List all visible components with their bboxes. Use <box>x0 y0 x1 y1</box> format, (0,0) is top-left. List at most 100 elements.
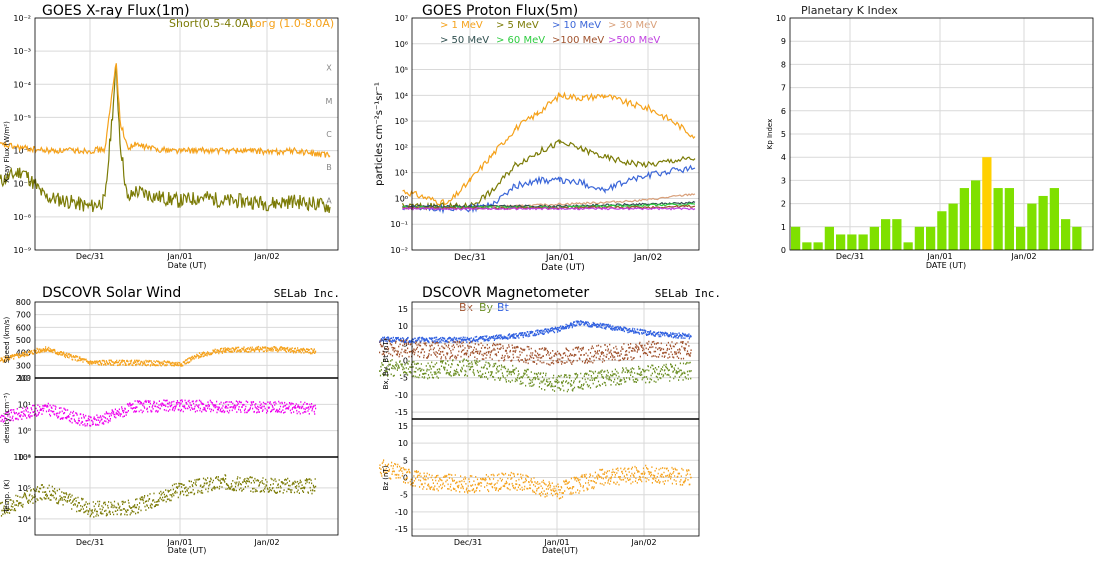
speed-points <box>0 345 317 367</box>
kp-bar <box>869 226 879 250</box>
xray-xticks: Dec/31 Jan/01 Jan/02 Date (UT) <box>76 252 280 270</box>
kp-bar <box>892 219 902 250</box>
density-ytick-label: 10¹ <box>18 400 31 409</box>
xray-panel: GOES X-ray Flux(1m) Short(0.5-4.0A) Long… <box>0 3 339 270</box>
temp-ytick-label: 10⁶ <box>18 453 31 462</box>
proton-title: GOES Proton Flux(5m) <box>422 3 578 19</box>
solarwind-series <box>0 345 317 518</box>
xray-ytick-label: 10⁻³ <box>13 47 31 56</box>
mag-points-bz <box>379 459 692 500</box>
proton-xtick-jan02: Jan/02 <box>633 253 662 263</box>
proton-panel: GOES Proton Flux(5m) > 1 MeV > 5 MeV > 10 … <box>374 3 700 273</box>
kp-plot-frame <box>789 17 1094 251</box>
density-points <box>0 399 317 427</box>
speed-ytick-label: 600 <box>16 323 31 332</box>
xray-title: GOES X-ray Flux(1m) <box>42 3 190 19</box>
proton-ytick-label: 10⁴ <box>395 91 408 100</box>
mag-ytick-label: 5 <box>403 456 408 465</box>
density-ytick-label: 10² <box>18 374 31 383</box>
proton-xtick-jan01: Jan/01 <box>545 253 574 263</box>
mag-ytick-label: -5 <box>400 374 408 383</box>
kp-bar <box>937 211 947 250</box>
xray-class-label: X <box>326 64 332 73</box>
speed-ytick-label: 500 <box>16 336 31 345</box>
proton-ytick-label: 10⁻² <box>390 246 408 255</box>
proton-legend-entry: > 50 MeV <box>440 35 489 46</box>
mag-ytick-label: -15 <box>395 525 408 534</box>
kp-bar <box>836 234 846 250</box>
mag-panel: DSCOVR Magnetometer SELab Inc. Bx By Bt … <box>379 285 721 555</box>
kp-bar <box>824 226 834 250</box>
mag-ytick-label: 5 <box>403 339 408 348</box>
kp-bar <box>802 242 812 250</box>
xray-xtick-jan02: Jan/02 <box>253 252 279 261</box>
xray-legend-long: Long (1.0-8.0A) <box>249 17 334 30</box>
solarwind-credit: SELab Inc. <box>274 287 340 300</box>
mag-ytick-label: -15 <box>395 408 408 417</box>
proton-plot-frame <box>411 17 700 251</box>
mag-ytick-label: 15 <box>398 422 408 431</box>
mag-points-by <box>379 358 692 393</box>
xray-class-label: B <box>326 163 332 172</box>
solarwind-xtick-dec31: Dec/31 <box>76 538 104 547</box>
kp-bar <box>1061 219 1071 250</box>
kp-ytick-label: 3 <box>781 176 786 185</box>
mag-series <box>379 320 692 500</box>
mag-legend-bt: Bt <box>497 301 510 314</box>
proton-xlabel: Date (UT) <box>541 263 584 273</box>
kp-bar <box>948 203 958 250</box>
proton-legend-entry: > 60 MeV <box>496 35 545 46</box>
solarwind-gridlines <box>35 301 338 535</box>
xray-ytick-label: 10⁻⁵ <box>13 113 31 122</box>
xray-ytick-label: 10⁻² <box>13 14 31 23</box>
mag-credit: SELab Inc. <box>655 287 721 300</box>
temp-ytick-label: 10⁵ <box>18 484 31 493</box>
mag-points-bx <box>379 338 692 366</box>
proton-legend-entry: > 5 MeV <box>496 20 539 31</box>
xray-xtick-jan01: Jan/01 <box>166 252 192 261</box>
xray-xlabel: Date (UT) <box>168 261 207 270</box>
proton-legend-entry: >500 MeV <box>608 35 660 46</box>
proton-legend: > 1 MeV > 5 MeV > 10 MeV > 30 MeV > 50 MeV > … <box>440 20 660 46</box>
speed-ytick-label: 200 <box>16 374 31 383</box>
density-ytick-label: 10⁻¹ <box>13 453 31 462</box>
xray-legend-short: Short(0.5-4.0A) <box>169 17 254 30</box>
mag-ytick-label: 10 <box>398 439 408 448</box>
xray-legend: Short(0.5-4.0A) Long (1.0-8.0A) <box>169 17 334 30</box>
mag-ytick-label: -10 <box>395 391 408 400</box>
kp-bar <box>847 234 857 250</box>
proton-ytick-label: 10⁻¹ <box>390 220 408 229</box>
mag-ytick-label: 0 <box>403 357 408 366</box>
kp-bar <box>926 226 936 250</box>
xray-xtick-dec31: Dec/31 <box>76 252 104 261</box>
proton-ylabel: particles cm⁻²s⁻¹sr⁻¹ <box>374 82 385 186</box>
kp-ytick-label: 6 <box>781 107 786 116</box>
xray-gridlines <box>35 17 338 251</box>
proton-legend-entry: > 1 MeV <box>440 20 483 31</box>
kp-bar <box>1072 226 1082 250</box>
speed-ytick-label: 300 <box>16 361 31 370</box>
mag-ytick-label: -5 <box>400 491 408 500</box>
kp-bar <box>971 180 981 250</box>
kp-ytick-label: 0 <box>781 246 786 255</box>
proton-series-line <box>402 91 696 206</box>
proton-ytick-label: 10⁷ <box>395 14 408 23</box>
proton-ytick-label: 10⁰ <box>395 194 408 203</box>
kp-bar <box>1004 188 1014 250</box>
temp-ytick-label: 10⁴ <box>18 515 31 524</box>
mag-ytick-label: 15 <box>398 305 408 314</box>
xray-series-line <box>0 65 331 213</box>
mag-ytick-labels: 15 10 5 0 -5 -10 -15 15 10 5 0 -5 -10 -15 <box>395 305 408 534</box>
mag-xtick-jan01: Jan/01 <box>543 538 569 547</box>
proton-xticks: Dec/31 Jan/01 Jan/02 Date (UT) <box>454 253 662 273</box>
xray-flare-class-labels: X M C B A <box>326 64 333 206</box>
temp-ylabel: Temp. (K) <box>3 479 11 513</box>
mag-ytick-label: 0 <box>403 474 408 483</box>
proton-legend-entry: > 10 MeV <box>552 20 601 31</box>
proton-legend-entry: > 30 MeV <box>608 20 657 31</box>
kp-bar <box>881 219 891 250</box>
mag-ytick-label: -10 <box>395 508 408 517</box>
kp-panel: Planetary K Index 0 1 2 3 4 5 6 7 8 9 10 Dec/31 Ja… <box>766 4 1094 270</box>
xray-ytick-label: 10⁻⁷ <box>13 180 31 189</box>
